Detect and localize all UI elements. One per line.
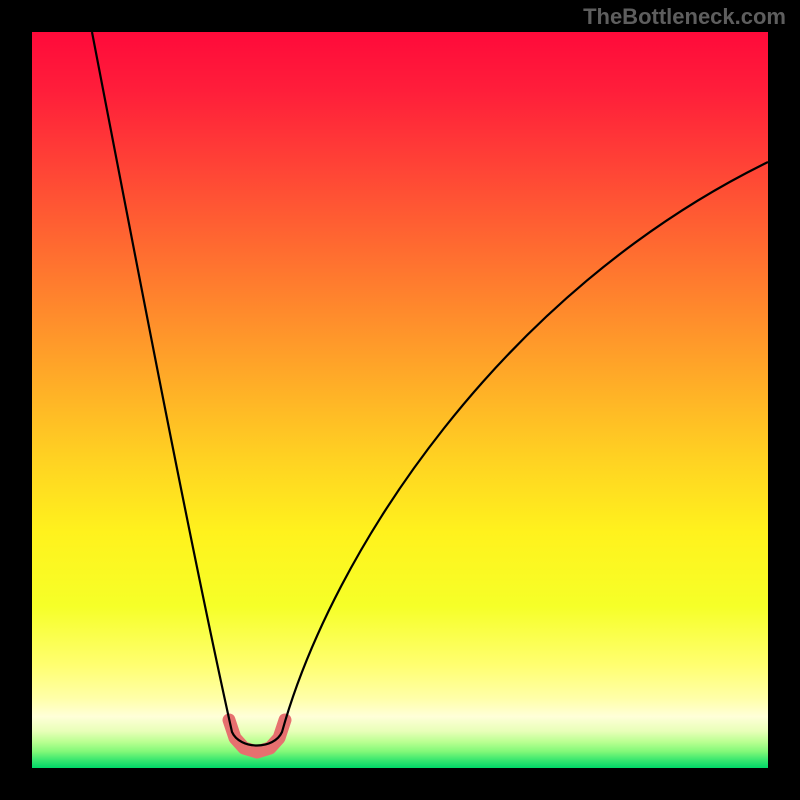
watermark-text: TheBottleneck.com (583, 4, 786, 30)
plot-area (32, 32, 768, 768)
bottleneck-curve (92, 32, 768, 746)
bottleneck-highlight-u (229, 720, 285, 752)
curve-layer (32, 32, 768, 768)
